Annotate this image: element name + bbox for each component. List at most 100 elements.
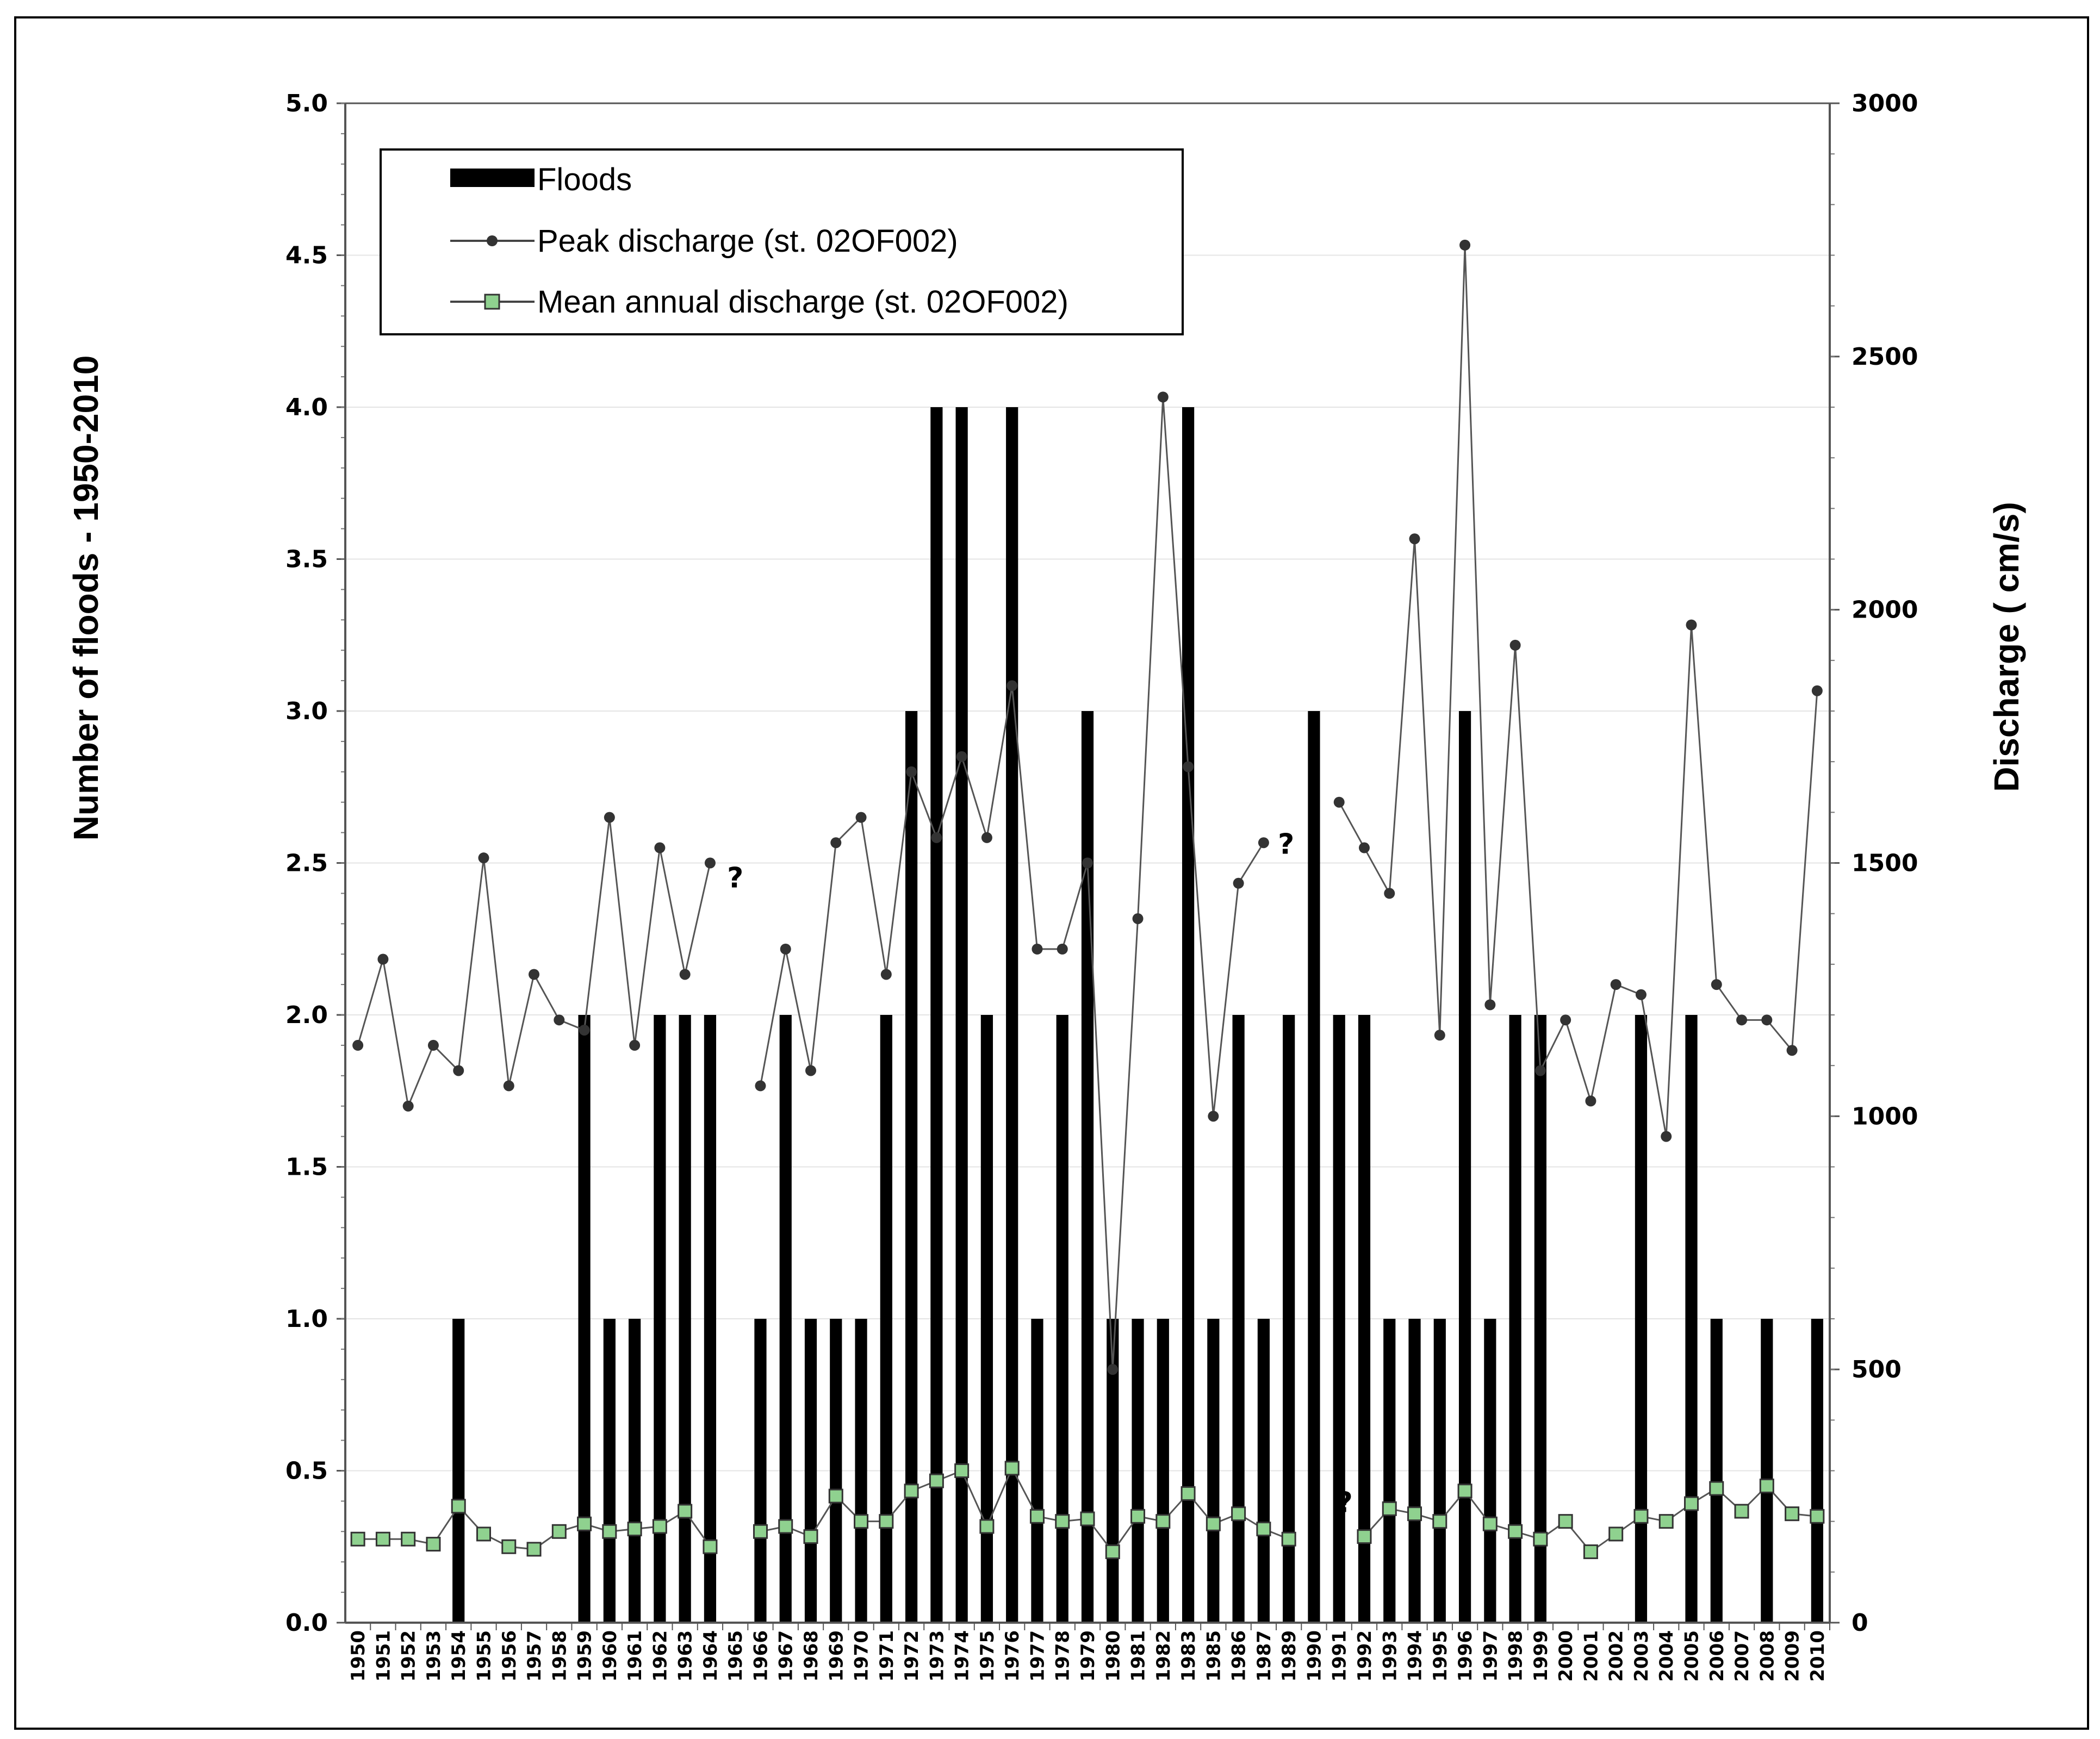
- flood-bar: [1383, 1319, 1396, 1623]
- left-tick-label: 1.5: [285, 1154, 328, 1181]
- flood-bar: [1635, 1015, 1648, 1623]
- peak-point: [1358, 842, 1370, 853]
- flood-bar: [1257, 1319, 1270, 1623]
- year-label: 1983: [1178, 1630, 1200, 1682]
- year-labels: 1950 1951 1952 1953 1954 1955 1956 1957 1958 1959…: [347, 1630, 1829, 1682]
- mean-point: [1583, 1544, 1598, 1560]
- mean-point: [1658, 1514, 1674, 1529]
- peak-point: [1082, 857, 1093, 869]
- peak-point: [1258, 837, 1269, 849]
- peak-point: [855, 812, 867, 823]
- flood-bar: [779, 1015, 792, 1623]
- year-label: 1986: [1228, 1630, 1250, 1682]
- legend: Floods Peak discharge (st. 02OF002) Mean…: [380, 148, 1184, 335]
- peak-point: [906, 766, 917, 777]
- flood-bar: [1333, 1015, 1345, 1623]
- year-label: 1977: [1027, 1630, 1048, 1682]
- circle-marker-icon: [487, 235, 498, 246]
- axes: [337, 102, 1840, 1630]
- mean-point: [1256, 1522, 1271, 1537]
- right-tick-label: 500: [1852, 1356, 1902, 1383]
- mean-point: [577, 1516, 592, 1531]
- year-label: 1995: [1430, 1630, 1451, 1682]
- year-label: 1958: [549, 1630, 570, 1682]
- mean-point: [929, 1473, 944, 1488]
- flood-bar: [1484, 1319, 1496, 1623]
- year-label: 2001: [1580, 1630, 1602, 1682]
- peak-point: [1409, 533, 1420, 545]
- annotations: ???: [727, 828, 1353, 1519]
- flood-bar: [1031, 1319, 1043, 1623]
- peak-point: [1107, 1364, 1119, 1375]
- peak-point: [1459, 239, 1471, 251]
- mean-point: [1206, 1516, 1221, 1531]
- year-label: 1953: [423, 1630, 445, 1682]
- series-line: [760, 1466, 1289, 1554]
- square-marker-icon: [484, 294, 500, 310]
- right-tick-label: 2000: [1852, 596, 1918, 624]
- peak-point: [981, 832, 992, 843]
- mean-point: [526, 1542, 542, 1557]
- flood-bar: [1182, 407, 1195, 1623]
- year-label: 1974: [952, 1630, 973, 1682]
- flood-bar: [1006, 407, 1018, 1623]
- left-tick-label: 2.5: [285, 850, 328, 877]
- peak-point: [1534, 1065, 1546, 1076]
- peak-point: [931, 832, 942, 843]
- year-label: 1992: [1354, 1630, 1376, 1682]
- year-label: 1993: [1379, 1630, 1401, 1682]
- year-label: 2010: [1807, 1630, 1829, 1682]
- flood-bar: [955, 407, 968, 1623]
- year-label: 2007: [1731, 1630, 1753, 1682]
- peak-point: [1560, 1014, 1571, 1026]
- mean-point: [426, 1537, 441, 1552]
- left-tick-label: 1.0: [285, 1305, 328, 1333]
- mean-point: [652, 1519, 667, 1534]
- peak-point: [402, 1100, 414, 1112]
- peak-point: [1635, 989, 1647, 1000]
- mean-point: [476, 1526, 491, 1542]
- question-mark-annotation: ?: [1337, 1486, 1353, 1519]
- mean-point: [1130, 1509, 1146, 1524]
- mean-point: [551, 1524, 567, 1539]
- mean-point: [1482, 1516, 1498, 1531]
- peak-point: [1585, 1095, 1596, 1107]
- year-label: 2009: [1782, 1630, 1804, 1682]
- mean-point: [1055, 1514, 1070, 1529]
- year-label: 1955: [473, 1630, 495, 1682]
- year-label: 1985: [1203, 1630, 1225, 1682]
- peak-point: [1711, 979, 1722, 990]
- year-label: 2005: [1681, 1630, 1703, 1682]
- peak-point: [679, 969, 691, 980]
- mean-point: [1155, 1514, 1171, 1529]
- peak-point: [830, 837, 842, 849]
- year-label: 1954: [448, 1630, 470, 1682]
- peak-point: [1736, 1014, 1748, 1026]
- left-tick-label: 2.0: [285, 1001, 328, 1029]
- year-label: 1982: [1153, 1630, 1175, 1682]
- peak-point: [629, 1039, 641, 1051]
- year-label: 1980: [1102, 1630, 1124, 1682]
- mean-point: [1457, 1484, 1473, 1499]
- year-label: 1972: [901, 1630, 923, 1682]
- peak-point: [805, 1065, 817, 1076]
- year-label: 1961: [624, 1630, 646, 1682]
- mean-point: [350, 1531, 365, 1547]
- peak-point: [352, 1039, 364, 1051]
- mean-point: [1810, 1509, 1825, 1524]
- mean-point: [1608, 1526, 1624, 1542]
- year-label: 1997: [1480, 1630, 1501, 1682]
- year-label: 1950: [347, 1630, 369, 1682]
- year-label: 2003: [1631, 1630, 1652, 1682]
- year-label: 1998: [1505, 1630, 1527, 1682]
- mean-point: [1080, 1511, 1095, 1526]
- year-label: 1971: [876, 1630, 898, 1682]
- mean-point: [627, 1522, 642, 1537]
- mean-point: [602, 1524, 617, 1539]
- peak-point: [1786, 1045, 1798, 1056]
- mean-point: [678, 1504, 693, 1519]
- peak-point: [579, 1024, 590, 1036]
- peak-point: [704, 857, 716, 869]
- peak-point: [1509, 639, 1521, 651]
